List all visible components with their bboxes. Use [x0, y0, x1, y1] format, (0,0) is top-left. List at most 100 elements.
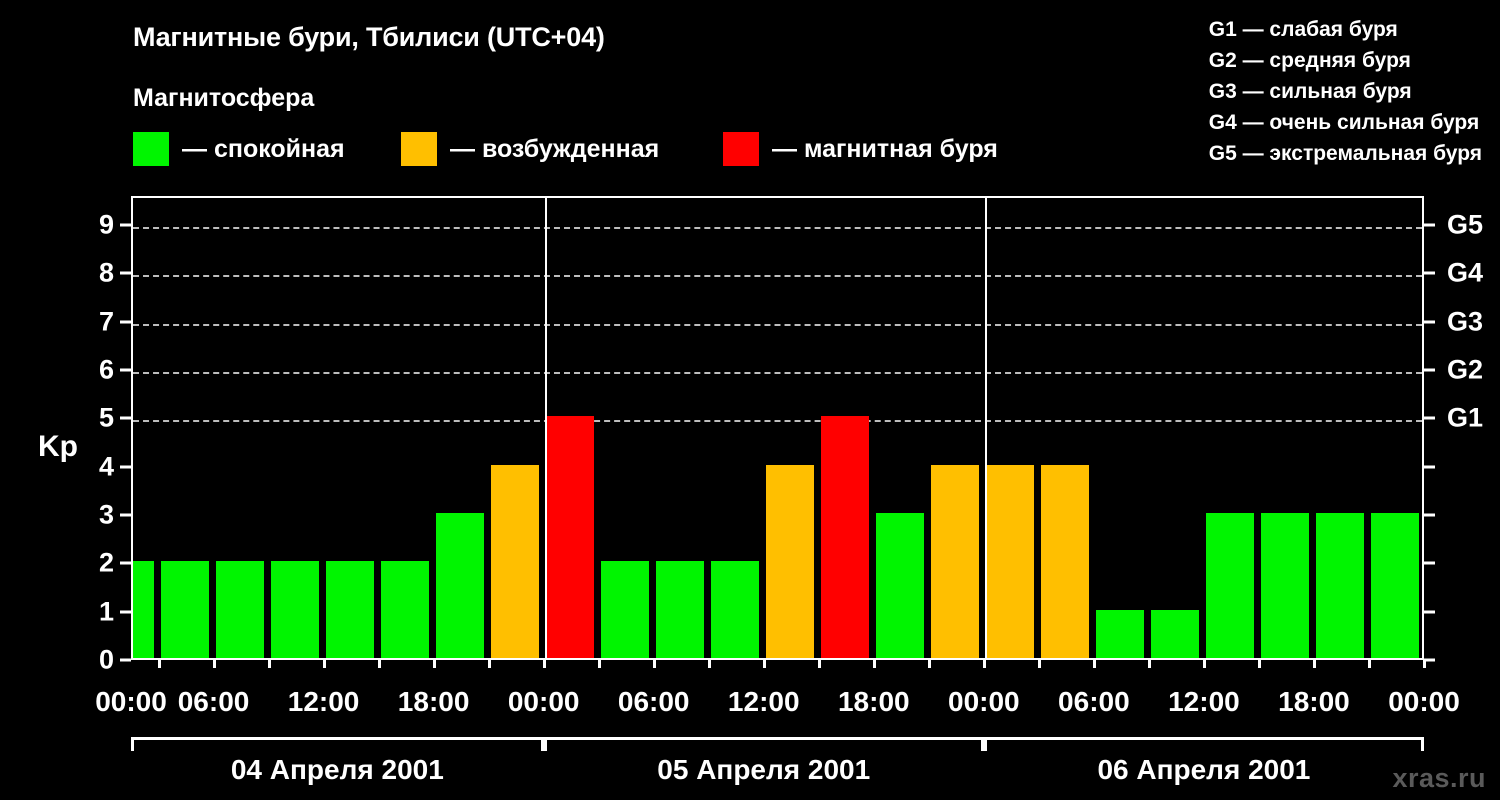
y-tick-label: 9 [98, 209, 114, 240]
y-tick-mark [120, 320, 131, 324]
legend-label-storm: — магнитная буря [772, 134, 998, 163]
legend-swatch-quiet [133, 132, 169, 166]
x-tick-label: 18:00 [1278, 686, 1350, 717]
y-tick-mark-right [1424, 513, 1435, 517]
x-tick-mark [377, 660, 381, 668]
y-tick-mark [120, 513, 131, 517]
y-tick-mark [120, 416, 131, 420]
plot-area [131, 196, 1424, 660]
y-tick-label: 1 [98, 596, 114, 627]
gridline [133, 420, 1422, 423]
gscale-row-g1: G1 — слабая буря [1208, 18, 1398, 41]
x-tick-label: 18:00 [837, 686, 910, 717]
y-tick-mark [120, 561, 131, 565]
kp-bar [325, 561, 374, 658]
y-tick-mark-right [1424, 223, 1435, 227]
magnetosphere-legend: — спокойная — возбужденная — магнитная б… [133, 131, 1133, 167]
y-tick-mark [120, 223, 131, 227]
x-tick-mark [872, 660, 876, 668]
kp-bar [930, 464, 979, 658]
y-tick-mark-right [1424, 658, 1435, 662]
y-tick-label: 8 [98, 257, 114, 288]
kp-bar [545, 416, 594, 658]
x-tick-mark [432, 660, 436, 668]
x-tick-mark [597, 660, 601, 668]
kp-bar [985, 464, 1034, 658]
kp-bar [160, 561, 209, 658]
day-bracket [983, 737, 1424, 751]
kp-bar [765, 464, 814, 658]
day-caption: 06 Апреля 2001 [1097, 754, 1311, 785]
y-tick-mark [120, 658, 131, 662]
y-tick-mark-right [1424, 271, 1435, 275]
kp-bar [133, 561, 154, 658]
y-tick-mark-right [1424, 610, 1435, 614]
x-tick-label: 12:00 [727, 686, 800, 717]
x-tick-label: 12:00 [287, 686, 360, 717]
day-caption: 04 Апреля 2001 [230, 754, 444, 785]
g-tick-label: G1 [1447, 402, 1484, 433]
x-tick-mark [762, 660, 766, 668]
x-tick-mark [652, 660, 656, 668]
page-title: Магнитные бури, Тбилиси (UTC+04) [133, 22, 605, 52]
x-tick-mark [1202, 660, 1206, 668]
x-tick-mark [1312, 660, 1316, 668]
x-tick-mark [212, 660, 216, 668]
watermark: xras.ru [1392, 763, 1486, 793]
x-tick-label: 12:00 [1168, 686, 1240, 717]
gridline [133, 323, 1422, 326]
day-separator [984, 198, 987, 658]
x-tick-mark [1257, 660, 1261, 668]
kp-bar [1260, 513, 1309, 658]
day-separator [544, 198, 547, 658]
kp-bar [380, 561, 429, 658]
kp-bar [600, 561, 649, 658]
kp-bar [435, 513, 484, 658]
legend-label-quiet: — спокойная [182, 134, 345, 163]
kp-bar [710, 561, 759, 658]
x-tick-mark [1423, 660, 1426, 668]
y-tick-label: 2 [98, 547, 114, 578]
legend-item-unsettled: — возбужденная [401, 131, 659, 167]
kp-bar [1040, 464, 1089, 658]
kp-bar [655, 561, 704, 658]
x-tick-label: 18:00 [397, 686, 470, 717]
y-tick-mark-right [1424, 416, 1435, 420]
kp-bar [1315, 513, 1364, 658]
kp-bar [270, 561, 319, 658]
x-tick-label: 06:00 [1058, 686, 1130, 717]
x-tick-mark [322, 660, 326, 668]
gridline [133, 372, 1422, 374]
legend-item-quiet: — спокойная [133, 131, 345, 167]
kp-bar [1370, 513, 1419, 658]
x-tick-label: 00:00 [507, 686, 580, 717]
kp-bar [1205, 513, 1254, 658]
x-tick-label: 00:00 [948, 686, 1020, 717]
g-tick-label: G4 [1447, 257, 1484, 288]
y-tick-label: 7 [98, 306, 114, 337]
kp-bar [490, 464, 539, 658]
kp-bar [1095, 609, 1144, 658]
x-tick-mark [487, 660, 491, 668]
x-tick-label: 06:00 [617, 686, 690, 717]
y-tick-label: 6 [98, 354, 114, 385]
x-tick-label: 00:00 [95, 686, 167, 717]
legend-swatch-unsettled [401, 132, 437, 166]
bar-series [133, 198, 1422, 658]
x-tick-mark [267, 660, 271, 668]
day-caption: 05 Апреля 2001 [657, 754, 871, 785]
x-tick-mark [817, 660, 821, 668]
gscale-row-g2: G2 — средняя буря [1208, 49, 1411, 72]
gridline [133, 275, 1422, 278]
gscale-row-g3: G3 — сильная буря [1208, 80, 1412, 103]
gridline [133, 227, 1422, 229]
kp-bar [875, 513, 924, 658]
y-tick-mark-right [1424, 368, 1435, 372]
g-tick-label: G2 [1447, 354, 1484, 385]
g-tick-label: G5 [1447, 209, 1484, 240]
x-tick-mark [982, 660, 986, 668]
x-tick-mark [1037, 660, 1041, 668]
x-tick-mark [707, 660, 711, 668]
x-tick-label: 00:00 [1388, 686, 1460, 717]
y-tick-mark-right [1424, 561, 1435, 565]
